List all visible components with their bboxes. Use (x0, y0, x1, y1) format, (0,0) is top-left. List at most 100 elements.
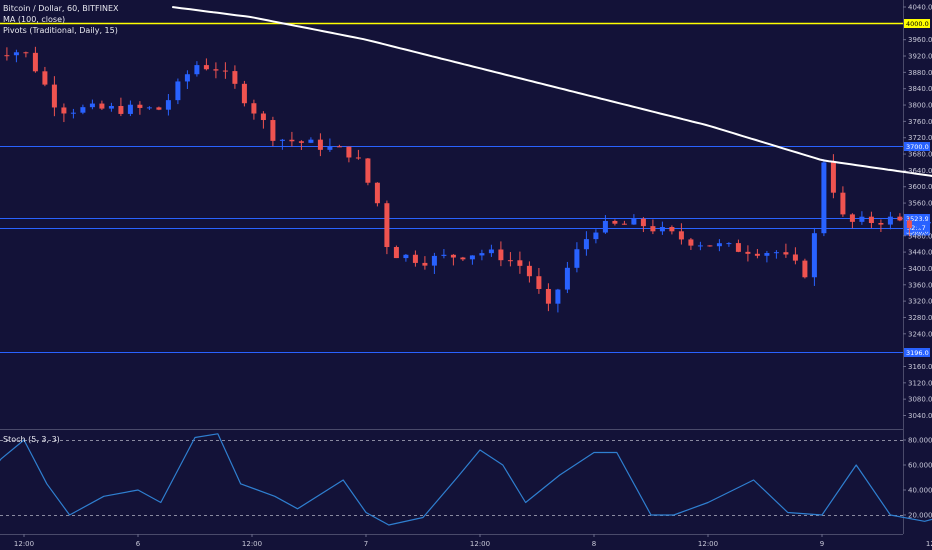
candle[interactable] (156, 106, 162, 111)
candle[interactable] (146, 106, 152, 110)
candle[interactable] (507, 252, 513, 267)
candlestick-series[interactable] (0, 46, 932, 313)
candle[interactable] (99, 100, 105, 110)
price-level-badge (904, 214, 930, 223)
candle[interactable] (707, 245, 713, 247)
candle[interactable] (479, 249, 485, 261)
candle[interactable] (498, 241, 504, 267)
candle[interactable] (906, 217, 912, 237)
candle[interactable] (545, 283, 551, 312)
candle[interactable] (868, 211, 874, 229)
candle[interactable] (754, 248, 760, 259)
candle[interactable] (232, 65, 238, 89)
candle[interactable] (659, 221, 665, 235)
candle[interactable] (602, 215, 608, 234)
candle[interactable] (336, 144, 342, 148)
candle[interactable] (536, 267, 542, 294)
candle[interactable] (517, 251, 523, 274)
candle[interactable] (32, 46, 38, 73)
candle[interactable] (127, 100, 133, 117)
candle[interactable] (640, 217, 646, 233)
candle[interactable] (412, 250, 418, 267)
candle[interactable] (460, 256, 466, 261)
candle[interactable] (165, 94, 171, 116)
candle[interactable] (450, 254, 456, 266)
candle[interactable] (441, 249, 447, 259)
candle[interactable] (564, 261, 570, 294)
candle[interactable] (631, 214, 637, 225)
candle[interactable] (70, 108, 76, 119)
candle[interactable] (355, 149, 361, 160)
candle[interactable] (688, 237, 694, 250)
candle[interactable] (716, 239, 722, 252)
candle[interactable] (403, 253, 409, 262)
candle[interactable] (137, 101, 143, 115)
candle[interactable] (42, 66, 48, 87)
candle[interactable] (849, 213, 855, 229)
candle[interactable] (308, 137, 314, 144)
candle[interactable] (469, 255, 475, 265)
candle[interactable] (260, 111, 266, 129)
candle[interactable] (621, 220, 627, 225)
candle[interactable] (745, 245, 751, 262)
candle[interactable] (4, 47, 10, 61)
candle[interactable] (393, 245, 399, 259)
candle[interactable] (23, 51, 29, 58)
candle[interactable] (526, 261, 532, 283)
candle[interactable] (203, 58, 209, 71)
candle[interactable] (374, 182, 380, 207)
candle[interactable] (840, 186, 846, 217)
candle[interactable] (365, 157, 371, 186)
candle[interactable] (241, 80, 247, 107)
candle[interactable] (678, 223, 684, 245)
candle[interactable] (222, 62, 228, 79)
candle[interactable] (51, 76, 57, 117)
candle[interactable] (574, 242, 580, 273)
candle[interactable] (289, 131, 295, 147)
candle[interactable] (431, 252, 437, 274)
candle[interactable] (925, 218, 931, 225)
candle[interactable] (317, 133, 323, 157)
candle[interactable] (270, 116, 276, 147)
candle[interactable] (897, 213, 903, 222)
candle[interactable] (773, 250, 779, 259)
candle[interactable] (194, 61, 200, 77)
candle[interactable] (422, 256, 428, 270)
candle[interactable] (298, 140, 304, 150)
candle[interactable] (735, 239, 741, 253)
candle[interactable] (650, 219, 656, 235)
candle[interactable] (184, 70, 190, 89)
candle[interactable] (697, 241, 703, 251)
candle[interactable] (802, 258, 808, 279)
candle[interactable] (327, 138, 333, 152)
candle[interactable] (384, 200, 390, 255)
candle[interactable] (279, 138, 285, 150)
candle[interactable] (346, 146, 352, 163)
candle[interactable] (669, 225, 675, 235)
candle[interactable] (61, 103, 67, 123)
candle[interactable] (792, 247, 798, 265)
candle[interactable] (251, 99, 257, 120)
candle[interactable] (555, 288, 561, 313)
candle[interactable] (783, 243, 789, 258)
candle[interactable] (811, 227, 817, 286)
candle[interactable] (764, 250, 770, 263)
candle[interactable] (878, 219, 884, 232)
candle[interactable] (118, 97, 124, 117)
candle[interactable] (80, 104, 86, 115)
candle[interactable] (821, 159, 827, 237)
candle[interactable] (89, 99, 95, 110)
candle[interactable] (887, 211, 893, 230)
candle[interactable] (213, 62, 219, 79)
candle[interactable] (859, 211, 865, 225)
candle[interactable] (916, 215, 922, 233)
candle[interactable] (488, 244, 494, 257)
candle[interactable] (583, 231, 589, 256)
candle[interactable] (13, 49, 19, 63)
candle[interactable] (726, 242, 732, 247)
candle[interactable] (175, 78, 181, 105)
candle[interactable] (108, 102, 114, 112)
candle[interactable] (593, 229, 599, 244)
candle[interactable] (612, 219, 618, 226)
